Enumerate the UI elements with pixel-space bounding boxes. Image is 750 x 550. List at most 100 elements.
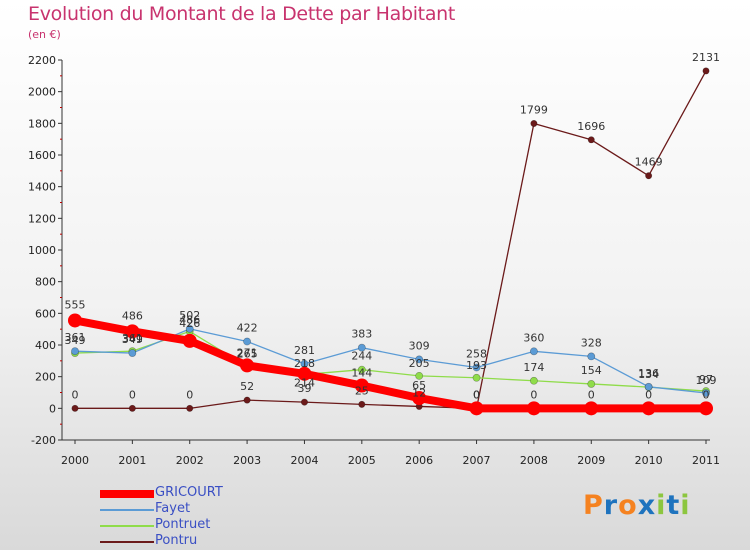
y-tick-label: 800 <box>35 276 56 289</box>
data-point <box>354 378 369 393</box>
chart-title: Evolution du Montant de la Dette par Hab… <box>28 3 456 25</box>
y-tick-label: 1400 <box>28 181 56 194</box>
data-point <box>300 398 308 406</box>
data-label: 109 <box>696 374 717 387</box>
data-point <box>71 347 79 356</box>
data-label: 25 <box>355 384 369 397</box>
legend-label: Pontru <box>155 533 198 548</box>
data-point <box>530 347 538 356</box>
data-label: 214 <box>294 376 315 389</box>
logo-letter: x <box>637 490 657 521</box>
series-line-pontruet <box>74 330 707 392</box>
data-point <box>68 313 82 328</box>
data-label: 486 <box>179 313 200 326</box>
x-tick-label: 2002 <box>176 454 204 467</box>
legend-swatch <box>100 509 154 511</box>
data-label: 12 <box>412 386 426 399</box>
data-label: 2131 <box>692 51 720 64</box>
logo-letter: P <box>583 490 604 521</box>
y-tick-label: 600 <box>35 307 56 320</box>
data-label: 218 <box>294 357 315 370</box>
data-point <box>240 358 255 373</box>
y-tick-label: 1000 <box>28 244 56 257</box>
x-tick-label: 2003 <box>233 454 261 467</box>
data-point <box>297 366 312 381</box>
data-point <box>472 373 481 382</box>
data-label: 0 <box>186 388 193 401</box>
data-point <box>357 343 366 352</box>
data-label: 1469 <box>635 156 663 169</box>
data-label: 244 <box>351 350 372 363</box>
data-point <box>182 333 197 348</box>
data-label: 258 <box>466 347 487 360</box>
data-label: 144 <box>351 367 372 380</box>
data-point <box>469 401 484 416</box>
data-label: 361 <box>65 331 86 344</box>
data-label: 134 <box>638 368 659 381</box>
y-tick-label: -200 <box>31 434 56 447</box>
data-point <box>185 324 194 333</box>
data-label: 39 <box>297 382 311 395</box>
legend-label: GRICOURT <box>155 485 223 500</box>
data-label: 328 <box>581 336 602 349</box>
series-line-gricourt <box>71 316 710 413</box>
data-label: 426 <box>179 317 200 330</box>
logo-letter: i <box>656 490 667 521</box>
data-point <box>644 382 653 391</box>
data-label: 65 <box>412 379 426 392</box>
x-tick-label: 2004 <box>290 454 318 467</box>
series-line-fayet <box>74 328 707 394</box>
data-label: 383 <box>351 328 372 341</box>
data-label: 271 <box>237 346 258 359</box>
data-point <box>699 401 713 416</box>
data-label: 349 <box>122 333 143 346</box>
x-tick-label: 2005 <box>348 454 376 467</box>
legend-swatch <box>100 525 154 527</box>
data-label: 422 <box>237 322 258 335</box>
proxiti-logo: Proxiti <box>583 490 691 521</box>
data-point <box>587 136 595 144</box>
x-tick-label: 2007 <box>463 454 491 467</box>
data-point <box>415 371 424 380</box>
data-point <box>645 172 653 180</box>
data-point <box>587 380 596 388</box>
data-point <box>641 401 656 416</box>
data-point <box>128 349 137 357</box>
data-point <box>530 119 538 127</box>
x-tick-label: 2010 <box>635 454 663 467</box>
data-point <box>702 67 710 75</box>
data-label: 281 <box>294 344 315 357</box>
data-point <box>526 401 541 416</box>
x-tick-label: 2011 <box>692 454 720 467</box>
x-tick-label: 2009 <box>577 454 605 467</box>
data-label: 0 <box>530 388 537 401</box>
legend-swatch <box>100 490 154 498</box>
data-label: 0 <box>703 388 710 401</box>
data-label: 0 <box>129 388 136 401</box>
x-tick-label: 2008 <box>520 454 548 467</box>
data-label: 502 <box>179 309 200 322</box>
data-point <box>415 355 424 364</box>
data-label: 309 <box>409 339 430 352</box>
chart-subtitle: (en €) <box>28 28 61 41</box>
data-label: 1799 <box>520 103 548 116</box>
logo-letter: o <box>618 490 638 521</box>
data-label: 265 <box>237 347 258 360</box>
data-label: 360 <box>523 331 544 344</box>
y-tick-label: 1200 <box>28 212 56 225</box>
y-tick-label: 1800 <box>28 117 56 130</box>
x-tick-label: 2001 <box>118 454 146 467</box>
logo-letter: i <box>680 490 691 521</box>
logo-letter: t <box>666 490 681 521</box>
y-tick-label: 2200 <box>28 54 56 67</box>
y-tick-label: 400 <box>35 339 56 352</box>
data-label: 555 <box>65 298 86 311</box>
data-label: 52 <box>240 380 254 393</box>
data-point <box>128 404 136 412</box>
x-tick-label: 2000 <box>61 454 89 467</box>
data-label: 154 <box>581 364 602 377</box>
data-point <box>186 404 194 412</box>
legend-swatch <box>100 541 154 543</box>
data-point <box>587 352 596 361</box>
data-label: 97 <box>699 373 713 386</box>
